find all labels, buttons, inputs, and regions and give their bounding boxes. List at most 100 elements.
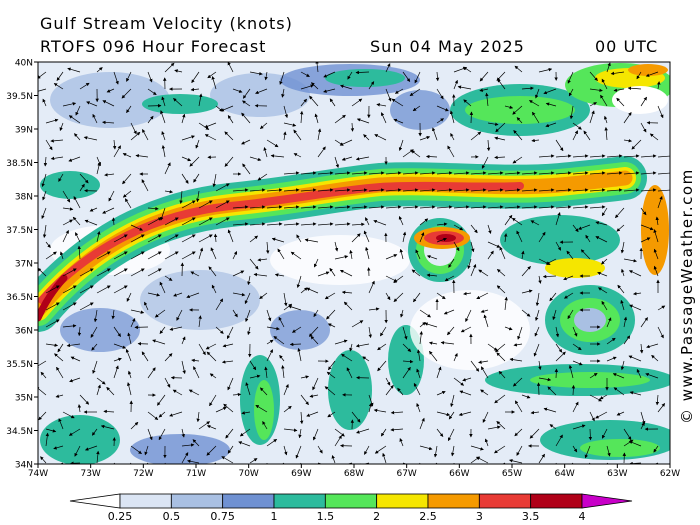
velocity-arrow <box>300 71 310 77</box>
velocity-arrow <box>657 195 663 209</box>
velocity-arrow <box>538 154 555 158</box>
lon-label: 66W <box>449 469 469 479</box>
velocity-arrow <box>324 386 336 396</box>
legend-label: 1.5 <box>317 510 335 523</box>
velocity-arrow <box>606 337 616 345</box>
velocity-arrow <box>58 173 64 182</box>
velocity-arrow <box>213 233 218 243</box>
velocity-arrow <box>327 323 336 328</box>
velocity-arrow <box>198 343 206 356</box>
velocity-arrow <box>568 364 574 379</box>
velocity-arrow <box>640 188 657 192</box>
velocity-arrow <box>450 394 455 408</box>
velocity-arrow <box>70 356 81 362</box>
velocity-arrow <box>436 222 448 226</box>
velocity-arrow <box>249 222 266 226</box>
velocity-arrow <box>415 249 421 260</box>
velocity-arrow <box>314 258 319 268</box>
velocity-arrow <box>100 424 115 430</box>
velocity-arrow <box>310 335 319 345</box>
velocity-arrow <box>142 128 149 141</box>
velocity-arrow <box>450 132 455 141</box>
velocity-arrow <box>440 341 455 345</box>
lon-label: 62W <box>660 469 680 479</box>
velocity-arrow <box>351 98 363 107</box>
velocity-arrow <box>317 205 334 209</box>
velocity-arrow <box>385 171 402 175</box>
velocity-arrow <box>300 205 317 209</box>
velocity-arrow <box>402 359 414 364</box>
velocity-arrow <box>91 343 98 351</box>
velocity-arrow <box>186 292 200 299</box>
velocity-arrow <box>283 105 289 119</box>
velocity-arrow <box>56 366 64 379</box>
velocity-arrow <box>164 353 173 362</box>
legend-swatch <box>324 493 378 509</box>
velocity-arrow <box>154 309 166 318</box>
velocity-arrow <box>198 421 211 430</box>
legend-label: 1 <box>271 510 278 523</box>
velocity-arrow <box>572 445 578 453</box>
velocity-arrow <box>159 281 166 294</box>
velocity-arrow <box>535 88 540 99</box>
velocity-arrow <box>249 458 258 464</box>
lon-label: 74W <box>28 469 48 479</box>
velocity-arrow <box>504 105 514 109</box>
legend-swatch <box>222 493 275 509</box>
velocity-arrow <box>368 188 385 192</box>
velocity-arrow <box>249 235 259 243</box>
velocity-arrow <box>453 188 470 192</box>
velocity-arrow <box>232 188 249 192</box>
velocity-arrow <box>173 292 183 297</box>
velocity-arrow <box>398 215 404 226</box>
velocity-arrow <box>385 188 402 192</box>
velocity-arrow <box>312 428 319 441</box>
velocity-arrow <box>42 98 47 107</box>
velocity-arrow <box>164 275 173 281</box>
velocity-arrow <box>266 339 274 345</box>
velocity-arrow <box>102 120 115 125</box>
velocity-arrow <box>315 62 319 73</box>
velocity-arrow <box>147 234 162 243</box>
velocity-arrow <box>516 230 523 243</box>
velocity-arrow <box>640 154 657 158</box>
velocity-arrow <box>351 411 361 423</box>
velocity-arrow <box>350 122 355 132</box>
velocity-arrow <box>192 439 200 447</box>
velocity-arrow <box>494 155 506 160</box>
velocity-arrow <box>436 391 446 396</box>
velocity-arrow <box>543 88 557 95</box>
velocity-arrow <box>181 443 195 447</box>
velocity-arrow <box>249 71 263 76</box>
velocity-arrow <box>512 156 523 164</box>
velocity-arrow <box>351 205 368 209</box>
velocity-arrow <box>373 219 387 226</box>
legend-swatch <box>427 493 480 509</box>
velocity-arrow <box>176 309 183 321</box>
velocity-arrow <box>189 156 200 167</box>
velocity-arrow <box>79 285 94 294</box>
lon-label: 68W <box>344 469 364 479</box>
velocity-arrow <box>419 205 436 209</box>
velocity-arrow <box>433 445 438 458</box>
velocity-arrow <box>547 386 557 396</box>
velocity-arrow <box>241 112 251 124</box>
velocity-arrow <box>55 394 64 398</box>
velocity-arrow <box>487 122 499 126</box>
velocity-arrow <box>242 100 251 107</box>
velocity-arrow <box>160 110 166 124</box>
velocity-arrow <box>147 268 162 277</box>
velocity-arrow <box>613 88 625 92</box>
velocity-arrow <box>578 224 591 230</box>
velocity-arrow <box>212 173 217 188</box>
velocity-arrow <box>181 173 189 184</box>
velocity-arrow <box>226 326 234 340</box>
forecast-date: Sun 04 May 2025 <box>370 37 525 56</box>
velocity-arrow <box>496 421 506 430</box>
velocity-arrow <box>589 110 595 124</box>
velocity-arrow <box>555 188 572 192</box>
velocity-arrow <box>620 299 625 311</box>
velocity-arrow <box>126 382 132 396</box>
velocity-arrow <box>245 309 251 323</box>
velocity-arrow <box>606 154 623 158</box>
